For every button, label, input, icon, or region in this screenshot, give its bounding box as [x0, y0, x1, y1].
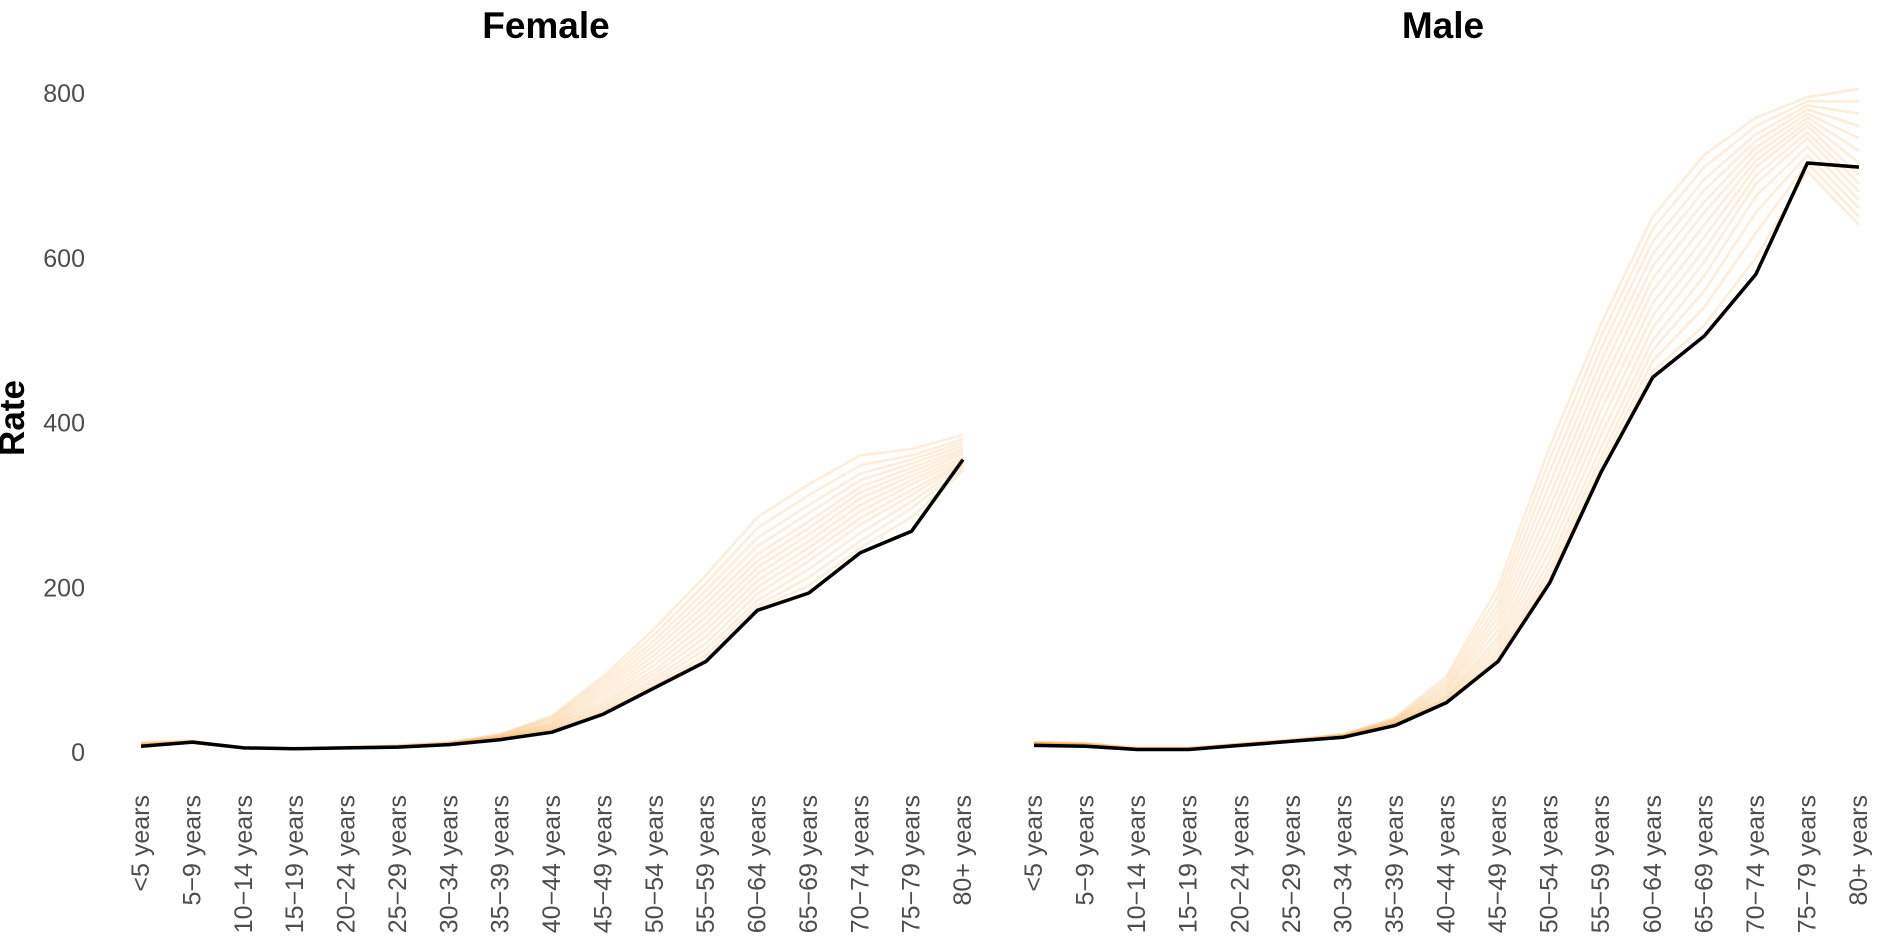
- background-series-line: [1033, 170, 1860, 751]
- x-tick-label: 35−39 years: [487, 795, 515, 933]
- background-series-line: [140, 433, 964, 750]
- x-tick-label: 55−59 years: [692, 795, 720, 933]
- x-tick-label: 45−49 years: [1484, 795, 1512, 933]
- x-tick-label: 70−74 years: [846, 795, 874, 933]
- x-tick-label: 30−34 years: [1329, 795, 1357, 933]
- x-tick-label: 35−39 years: [1381, 795, 1409, 933]
- background-series-line: [1033, 124, 1860, 750]
- x-tick-label: 65−69 years: [795, 795, 823, 933]
- x-tick-label: 70−74 years: [1742, 795, 1770, 933]
- background-series-line: [1033, 104, 1860, 750]
- y-tick-label: 400: [43, 410, 85, 438]
- x-tick-label: 75−79 years: [1793, 795, 1821, 933]
- panel-female: Female <5 years 5−9 years 10−14 years 15−19 …: [127, 5, 977, 933]
- x-tick-label: 5−9 years: [1072, 795, 1100, 906]
- x-tick-label: 55−59 years: [1587, 795, 1615, 933]
- y-tick-label: 0: [71, 739, 85, 767]
- x-tick-label: 15−19 years: [1175, 795, 1203, 933]
- background-series-line: [140, 460, 964, 750]
- background-series-line: [140, 444, 964, 750]
- background-series-line: [1033, 145, 1860, 751]
- background-series-line: [140, 466, 964, 750]
- panel-male: Male <5 years 5−9 years 10−14 years 15−19 ye…: [1020, 5, 1873, 933]
- x-tick-label: 45−49 years: [589, 795, 617, 933]
- y-tick-label: 800: [43, 80, 85, 108]
- x-tick-label: 20−24 years: [333, 795, 361, 933]
- x-tick-label: 40−44 years: [538, 795, 566, 933]
- background-series-line: [1033, 153, 1860, 751]
- x-tick-label: 75−79 years: [898, 795, 926, 933]
- x-tick-label: 60−64 years: [744, 795, 772, 933]
- x-tick-label: 10−14 years: [1123, 795, 1151, 933]
- background-series-line: [1033, 99, 1859, 750]
- x-tick-label: 5−9 years: [178, 795, 206, 906]
- background-series-line: [1033, 131, 1860, 750]
- x-tick-label: 20−24 years: [1226, 795, 1254, 933]
- x-tick-label: <5 years: [1020, 795, 1048, 892]
- y-tick-label: 200: [43, 574, 85, 602]
- background-series-line: [140, 452, 964, 750]
- x-tick-label: 25−29 years: [1278, 795, 1306, 933]
- x-tick-label: 30−34 years: [435, 795, 463, 933]
- x-tick-label: 40−44 years: [1433, 795, 1461, 933]
- background-series-line: [1033, 116, 1860, 750]
- x-tick-label: 25−29 years: [384, 795, 412, 933]
- background-series-line: [1033, 112, 1860, 750]
- background-series-line: [1033, 161, 1860, 751]
- x-tick-label: 50−54 years: [641, 795, 669, 933]
- x-tick-label: 15−19 years: [281, 795, 309, 933]
- panel-title: Male: [1402, 5, 1484, 46]
- highlight-series-line: [140, 458, 965, 751]
- x-tick-label: 60−64 years: [1639, 795, 1667, 933]
- x-tick-label: 65−69 years: [1690, 795, 1718, 933]
- x-tick-label: 50−54 years: [1536, 795, 1564, 933]
- x-tick-label: <5 years: [127, 795, 155, 892]
- background-series-line: [140, 458, 964, 750]
- panel-title: Female: [482, 5, 610, 46]
- background-series-line: [140, 441, 964, 750]
- y-tick-label: 600: [43, 245, 85, 273]
- background-series-line: [140, 450, 964, 750]
- x-tick-label: 80+ years: [1845, 795, 1873, 906]
- x-tick-label: 10−14 years: [230, 795, 258, 933]
- panels-layer: 0 200 400 600 800 Female <5 years 5−9 years 10−1…: [43, 5, 1873, 933]
- highlight-series-line: [1033, 161, 1860, 752]
- x-tick-label: 80+ years: [949, 795, 977, 906]
- y-axis-title: Rate: [0, 380, 32, 456]
